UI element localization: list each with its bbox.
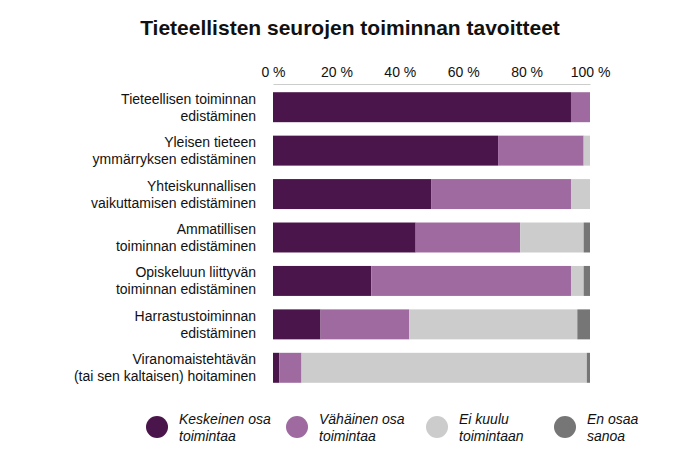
chart-title: Tieteellisten seurojen toiminnan tavoitt…	[140, 16, 560, 39]
bar-segment	[590, 92, 591, 122]
legend-label: Vähäinen osatoimintaa	[319, 411, 405, 444]
tick: 20 %	[321, 64, 353, 84]
legend-label: Keskeinen osatoimintaa	[179, 411, 271, 444]
category-label: Tieteellisen toiminnanedistäminen	[121, 91, 256, 124]
category-label: Yleisen tieteenymmärryksen edistäminen	[93, 134, 256, 167]
legend-swatch	[146, 416, 168, 438]
tick: 40 %	[384, 64, 416, 84]
bar-segment	[371, 266, 571, 296]
legend-swatch	[426, 416, 448, 438]
bar-segment	[321, 309, 410, 339]
tick-label: 100 %	[571, 64, 611, 80]
tick: 100 %	[571, 64, 611, 84]
bar-segment	[273, 92, 571, 122]
bar-segment	[279, 353, 301, 383]
tick-label: 60 %	[448, 64, 480, 80]
y-axis: Tieteellisen toiminnanedistäminen Yleisen…	[74, 91, 256, 385]
bar-segment	[416, 223, 521, 253]
bar-segment	[571, 92, 590, 122]
bar-segment	[273, 223, 416, 253]
category-label: Yhteiskunnallisenvaikuttamisen edistämin…	[91, 178, 256, 211]
legend-swatch	[286, 416, 308, 438]
category-label: Ammatillisentoiminnan edistäminen	[116, 221, 256, 254]
tick: 0 %	[261, 64, 285, 84]
bar-segment	[590, 179, 591, 209]
bars	[273, 92, 590, 383]
legend: Keskeinen osatoimintaa Vähäinen osatoimin…	[146, 411, 639, 444]
chart-root: Tieteellisten seurojen toiminnan tavoitt…	[0, 0, 700, 461]
bar-segment	[571, 266, 584, 296]
category-label: Opiskeluun liittyväntoiminnan edistämine…	[116, 264, 256, 297]
legend-swatch	[554, 416, 576, 438]
bar-segment	[273, 353, 279, 383]
tick-label: 40 %	[384, 64, 416, 80]
bar-segment	[273, 309, 321, 339]
bar-segment	[584, 136, 590, 166]
legend-label: En osaasanoa	[587, 411, 639, 444]
bar-segment	[571, 179, 590, 209]
category-label: Viranomaistehtävän(tai sen kaltaisen) ho…	[74, 351, 256, 384]
bar-segment	[584, 266, 590, 296]
bar-segment	[273, 266, 371, 296]
tick: 60 %	[448, 64, 480, 84]
tick: 80 %	[511, 64, 543, 84]
category-label: Harrastustoiminnanedistäminen	[135, 308, 256, 341]
bar-segment	[273, 136, 498, 166]
bar-segment	[590, 136, 591, 166]
bar-segment	[577, 309, 590, 339]
bar-segment	[273, 179, 432, 209]
legend-label: Ei kuulutoimintaan	[459, 411, 524, 444]
bar-segment	[302, 353, 587, 383]
bar-segment	[409, 309, 577, 339]
bar-segment	[584, 223, 590, 253]
bar-segment	[520, 223, 583, 253]
bar-segment	[432, 179, 571, 209]
bar-segment	[498, 136, 584, 166]
x-axis: 0 % 20 % 40 % 60 % 80 % 100 %	[261, 64, 610, 85]
bar-segment	[587, 353, 590, 383]
tick-label: 0 %	[261, 64, 285, 80]
bar-segment	[590, 92, 591, 122]
tick-label: 80 %	[511, 64, 543, 80]
tick-label: 20 %	[321, 64, 353, 80]
axis-line	[274, 84, 591, 85]
